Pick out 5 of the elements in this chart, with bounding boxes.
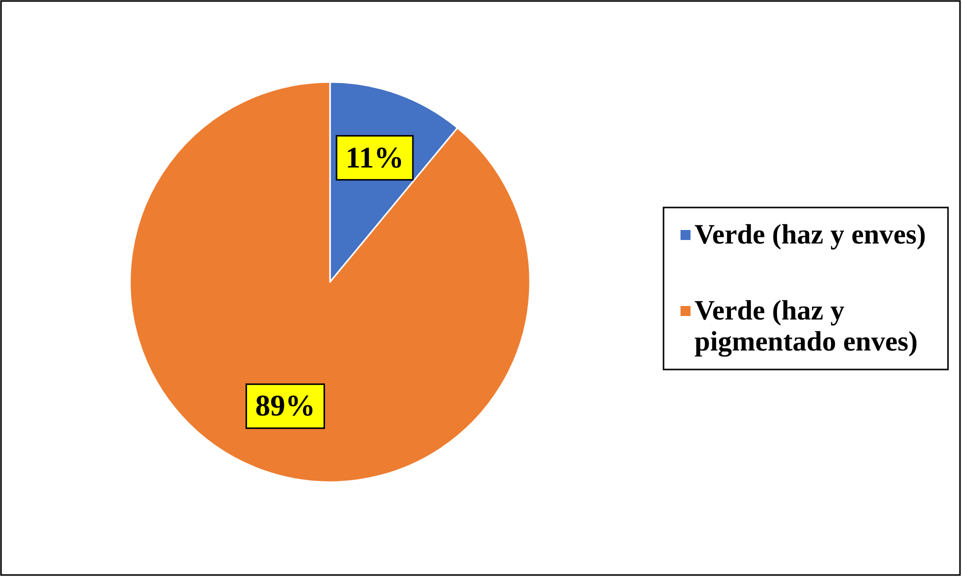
legend-label: Verde (haz y pigmentado enves) <box>694 296 918 358</box>
pie-slice <box>129 81 531 483</box>
legend-label: Verde (haz y enves) <box>694 220 926 250</box>
data-label: 89% <box>255 390 316 423</box>
data-label: 11% <box>346 141 404 174</box>
